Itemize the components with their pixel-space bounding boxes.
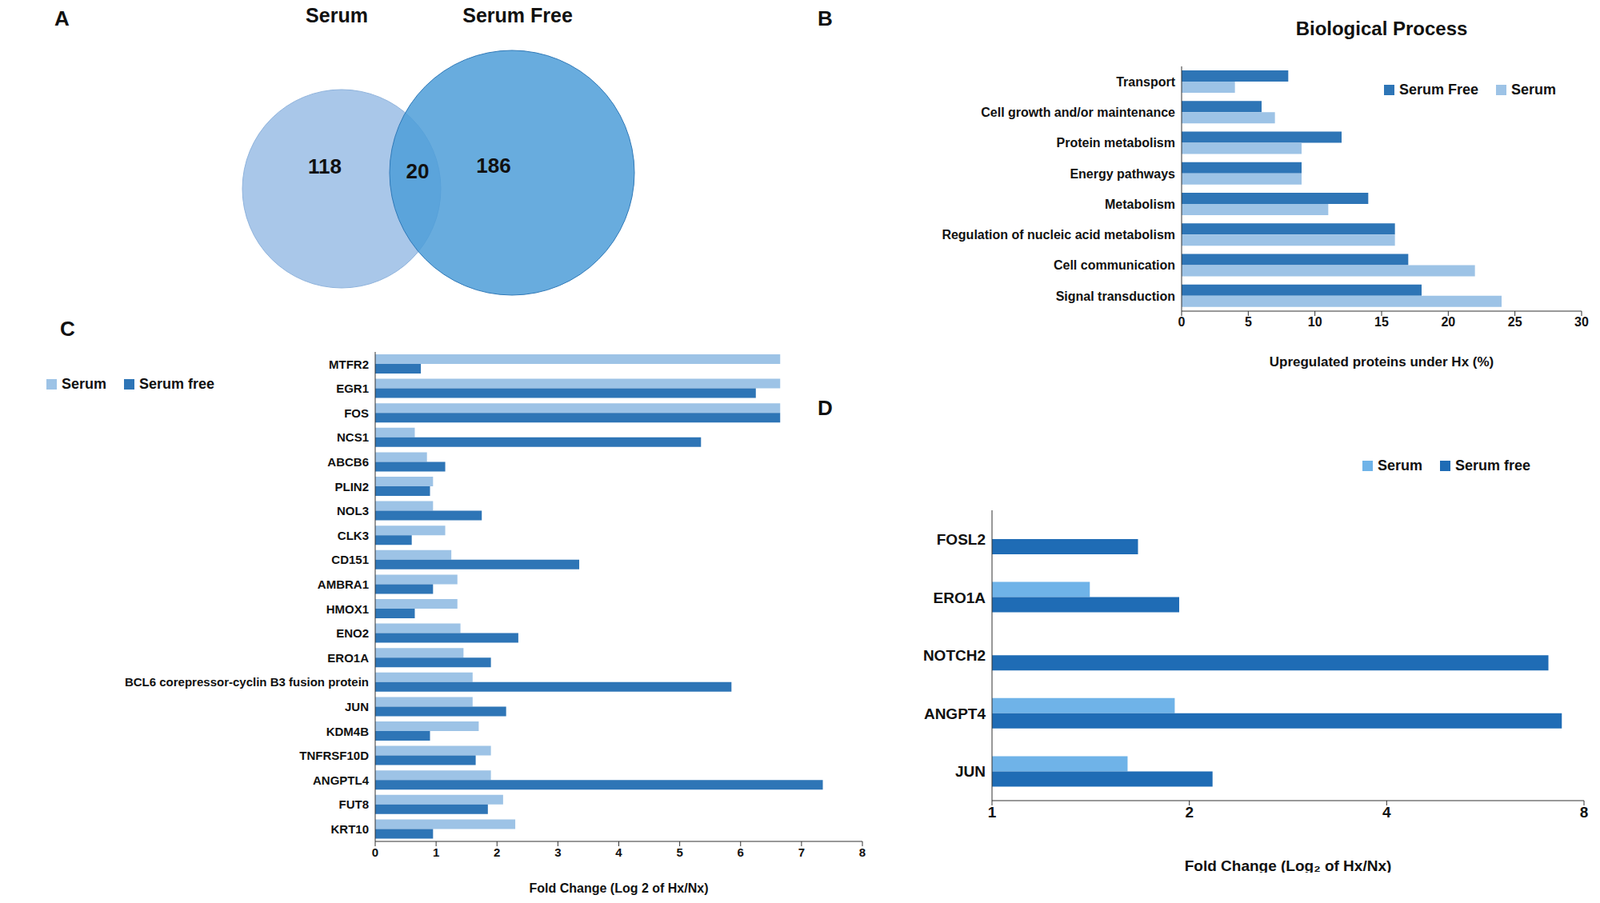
svg-text:25: 25: [1508, 315, 1523, 329]
svg-text:EGR1: EGR1: [336, 381, 369, 396]
html-text:C: C: [60, 316, 76, 341]
html-text:B: B: [817, 6, 833, 31]
svg-text:KDM4B: KDM4B: [326, 724, 370, 739]
html-text:D: D: [817, 396, 833, 420]
svg-text:NCS1: NCS1: [336, 430, 369, 444]
svg-text:Transport: Transport: [1116, 75, 1176, 89]
svg-text:Serum: Serum: [305, 4, 368, 27]
html-text:Serum: Serum: [1511, 81, 1556, 98]
svg-text:BCL6 corepressor-cyclin B3 fus: BCL6 corepressor-cyclin B3 fusion protei…: [124, 675, 369, 689]
html-text:Serum free: Serum free: [139, 376, 215, 392]
html-text:A: A: [54, 6, 70, 31]
svg-text:Upregulated proteins under Hx: Upregulated proteins under Hx (%): [1269, 354, 1495, 370]
svg-text:CD151: CD151: [331, 552, 369, 567]
svg-text:FOSL2: FOSL2: [936, 531, 986, 548]
svg-text:FOS: FOS: [344, 406, 369, 420]
svg-text:NOL3: NOL3: [336, 504, 369, 518]
svg-text:118: 118: [308, 154, 342, 179]
svg-text:Serum Free: Serum Free: [462, 4, 573, 27]
svg-text:ABCB6: ABCB6: [327, 455, 369, 469]
svg-text:PLIN2: PLIN2: [334, 480, 369, 494]
svg-text:20: 20: [406, 159, 430, 184]
svg-text:ANGPTL4: ANGPTL4: [312, 773, 370, 788]
svg-text:FUT8: FUT8: [339, 797, 370, 812]
svg-text:ANGPT4: ANGPT4: [924, 705, 987, 723]
svg-text:1: 1: [988, 804, 997, 821]
svg-text:7: 7: [798, 845, 805, 860]
svg-text:5: 5: [1244, 315, 1252, 329]
svg-text:10: 10: [1308, 315, 1323, 329]
html-text:Serum Free: Serum Free: [1399, 81, 1479, 98]
svg-text:NOTCH2: NOTCH2: [923, 647, 986, 664]
svg-text:Cell communication: Cell communication: [1053, 258, 1176, 272]
svg-text:8: 8: [1580, 804, 1589, 821]
svg-text:8: 8: [859, 845, 866, 860]
html-text:Serum free: Serum free: [1455, 457, 1531, 474]
svg-text:20: 20: [1440, 315, 1456, 329]
svg-text:Protein metabolism: Protein metabolism: [1056, 136, 1176, 150]
svg-text:Fold Change (Log₂ of Hx/Nx): Fold Change (Log₂ of Hx/Nx): [1184, 857, 1392, 873]
svg-text:5: 5: [676, 845, 683, 860]
html-text:Biological Process: Biological Process: [1295, 17, 1468, 40]
svg-text:KRT10: KRT10: [330, 822, 369, 836]
html-text:Serum: Serum: [1377, 457, 1423, 474]
svg-text:3: 3: [554, 845, 561, 860]
svg-text:1: 1: [432, 845, 440, 860]
svg-text:2: 2: [493, 845, 500, 860]
svg-text:ERO1A: ERO1A: [933, 589, 987, 607]
svg-text:0: 0: [1178, 315, 1186, 329]
svg-text:Metabolism: Metabolism: [1104, 197, 1176, 212]
svg-text:JUN: JUN: [955, 763, 986, 780]
svg-text:Fold Change (Log 2 of Hx/Nx): Fold Change (Log 2 of Hx/Nx): [529, 881, 709, 896]
svg-text:6: 6: [737, 845, 744, 860]
svg-text:0: 0: [372, 845, 379, 860]
svg-text:15: 15: [1374, 315, 1389, 329]
svg-text:HMOX1: HMOX1: [326, 602, 369, 616]
svg-text:ERO1A: ERO1A: [327, 651, 369, 665]
svg-text:ENO2: ENO2: [336, 626, 369, 640]
svg-text:30: 30: [1574, 315, 1589, 329]
svg-text:Energy pathways: Energy pathways: [1069, 167, 1176, 181]
svg-text:TNFRSF10D: TNFRSF10D: [299, 748, 369, 763]
svg-text:4: 4: [615, 845, 623, 860]
svg-text:186: 186: [476, 153, 511, 178]
svg-text:2: 2: [1184, 804, 1194, 821]
svg-text:Signal transduction: Signal transduction: [1056, 289, 1176, 304]
svg-text:JUN: JUN: [344, 700, 369, 714]
svg-text:Regulation of nucleic acid met: Regulation of nucleic acid metabolism: [941, 228, 1176, 242]
svg-text:4: 4: [1382, 804, 1392, 821]
svg-text:AMBRA1: AMBRA1: [317, 577, 369, 592]
html-text:Serum: Serum: [61, 376, 107, 392]
svg-text:CLK3: CLK3: [337, 528, 369, 543]
svg-text:MTFR2: MTFR2: [328, 357, 369, 372]
svg-text:Cell growth and/or maintenance: Cell growth and/or maintenance: [980, 105, 1176, 120]
